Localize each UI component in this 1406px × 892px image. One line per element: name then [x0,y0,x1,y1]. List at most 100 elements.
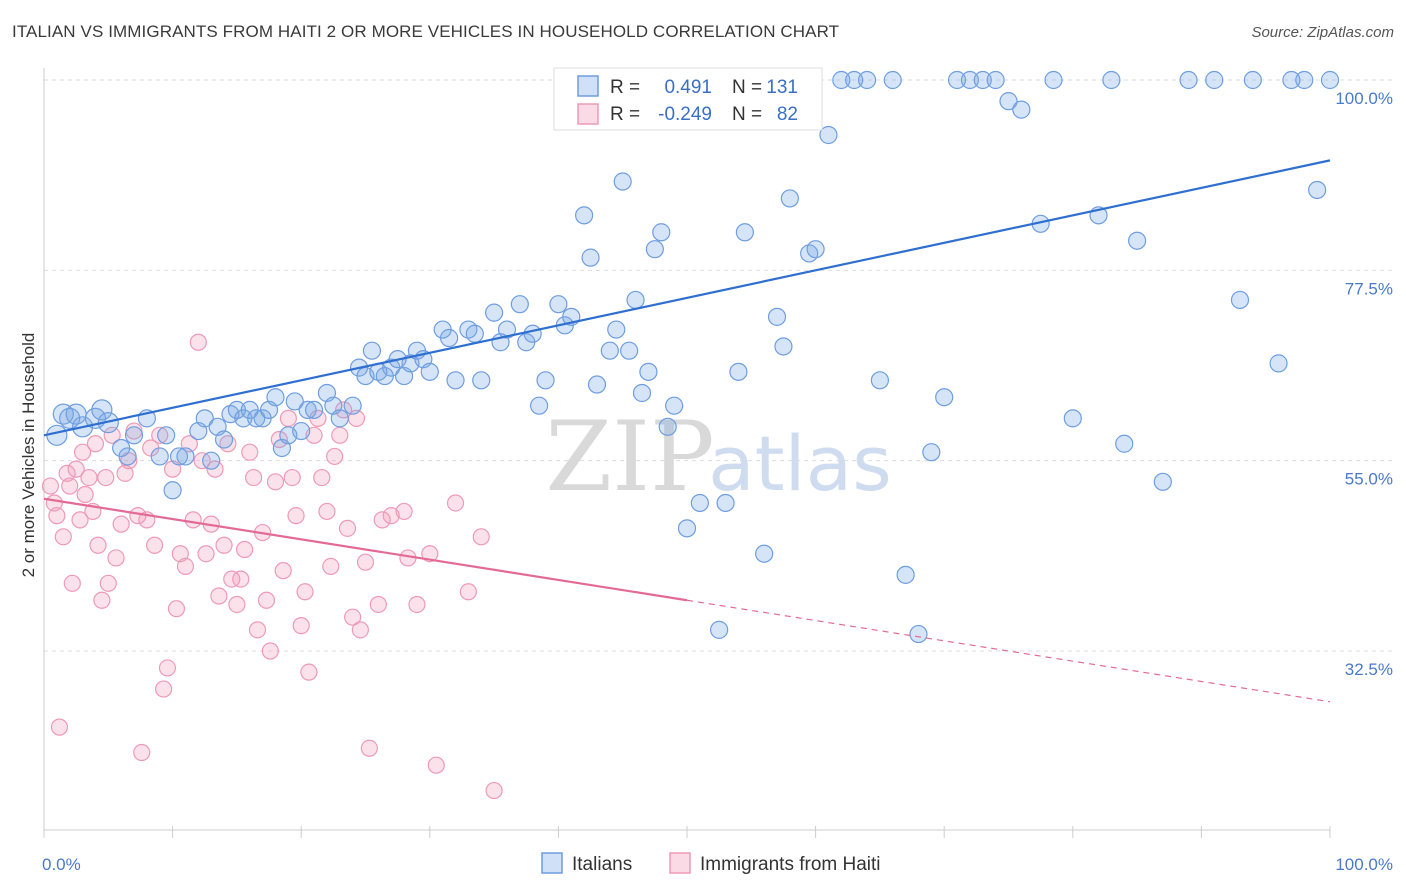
haiti-point [176,557,195,576]
italian-point [832,70,851,90]
italian-point [1243,70,1262,90]
haiti-points [41,333,503,800]
x-tick-label: 100.0% [1335,855,1393,874]
x-tick-label: 0.0% [42,855,81,874]
haiti-point [248,621,267,639]
haiti-point [351,621,369,639]
gridlines [44,79,1394,652]
series-swatch-italians [541,852,563,874]
haiti-point [93,591,111,609]
italian-point [1153,472,1172,491]
italian-point [420,362,439,381]
haiti-point [472,528,490,546]
haiti-point [266,473,285,491]
haiti-point [356,553,375,571]
trendlines [43,159,1331,703]
italian-point [600,341,619,360]
haiti-point [89,536,107,554]
haiti-point [236,540,254,559]
italian-point [1295,70,1314,90]
chart-source: Source: ZipAtlas.com [1251,24,1394,41]
haiti-point [97,468,115,487]
haiti-point [151,426,169,444]
haiti-point [395,502,413,521]
italian-point [922,443,941,462]
haiti-point [369,595,387,614]
italian-point [613,172,632,191]
italian-point [960,70,980,90]
legend-n-value-2: 82 [777,104,798,125]
italian-point [639,362,658,381]
italian-point [472,371,491,390]
italian-point [581,248,600,267]
haiti-point [287,507,305,525]
legend-n-label-2: N = [732,104,762,125]
italian-point [1320,70,1340,90]
x-tick-labels: 0.0% 100.0% [42,855,1393,874]
legend-swatch-haiti [577,103,599,125]
italian-point [52,403,74,425]
y-tick-label: 100.0% [1335,89,1393,108]
series-legend: Italians Immigrants from Haiti [541,852,881,875]
italian-point [195,409,214,428]
haiti-point [292,617,310,635]
italian-point [1063,409,1082,428]
haiti-point [373,511,391,529]
haiti-point [338,519,357,537]
italian-point [652,223,671,242]
haiti-trendline-extension [686,599,1331,703]
haiti-trendline [43,497,688,602]
haiti-point [154,680,173,698]
legend-r-label-2: R = [610,104,640,125]
haiti-point [116,464,134,482]
haiti-point [245,468,263,487]
italian-point [1308,180,1327,200]
italian-point [857,70,877,90]
italian-point [247,409,266,428]
italian-point [266,388,285,407]
italian-point [626,290,645,310]
haiti-point [107,549,125,567]
legend-r-value-2: -0.249 [658,104,712,125]
italian-point [973,70,992,90]
italian-point [118,447,137,466]
haiti-point [279,409,297,427]
haiti-point [283,468,301,487]
italian-point [523,324,542,343]
legend-r-value-1: 0.491 [664,77,712,98]
haiti-point [71,511,89,529]
italian-point [485,303,504,322]
italian-point [1115,434,1134,453]
italian-point [214,430,234,449]
haiti-point [86,435,105,453]
haiti-point [103,426,121,444]
haiti-point [223,570,241,588]
legend-n-label-1: N = [732,77,762,98]
italian-point [780,189,799,208]
italian-point [536,371,555,390]
haiti-point [54,528,72,546]
haiti-point [313,468,331,487]
italian-point [1102,70,1121,90]
italian-point [549,295,568,314]
italian-point [343,396,362,415]
series-label-italians: Italians [572,854,632,875]
haiti-point [63,574,81,592]
italian-point [202,451,221,470]
italian-point [870,371,890,390]
y-tick-label: 32.5% [1345,660,1393,679]
italian-point [755,544,774,563]
series-label-haiti: Immigrants from Haiti [700,854,881,875]
haiti-point [360,739,378,757]
italian-point [845,70,864,90]
watermark-atlas: atlas [708,419,892,508]
watermark-zip: ZIP [545,401,714,513]
italian-point [169,447,189,466]
italian-point [607,320,626,339]
italian-point [304,400,324,420]
italian-point [298,400,317,420]
haiti-point [318,502,336,521]
italian-point [767,307,787,326]
haiti-point [99,574,117,592]
